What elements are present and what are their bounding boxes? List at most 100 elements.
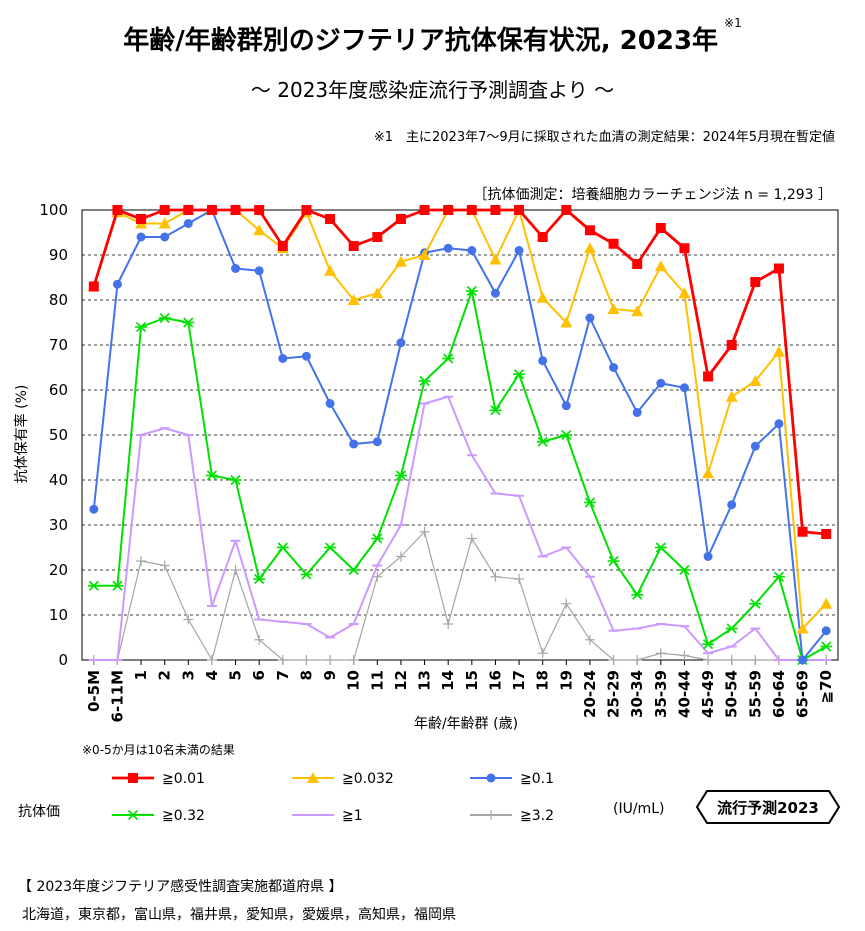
data-point <box>702 467 715 479</box>
x-tick-label: 1 <box>132 670 150 680</box>
data-point <box>135 321 148 333</box>
legend-label: ≧0.32 <box>162 808 205 824</box>
x-tick-label: 2 <box>156 670 174 680</box>
data-point <box>301 655 312 665</box>
data-point <box>561 205 572 215</box>
data-point <box>301 351 311 361</box>
data-point <box>112 279 122 289</box>
data-point <box>725 390 738 402</box>
footnote: ※1 主に2023年7～9月に採取された血清の測定結果：2024年5月現在暫定値 <box>373 130 835 145</box>
data-point <box>631 305 644 317</box>
data-point <box>206 655 217 665</box>
data-point <box>561 598 572 609</box>
data-point <box>727 500 737 510</box>
x-tick-label: 18 <box>534 670 552 691</box>
data-point <box>371 287 384 299</box>
data-point <box>349 439 359 449</box>
data-point <box>111 580 124 591</box>
x-tick-label: 12 <box>392 670 410 691</box>
x-tick-label: 16 <box>486 670 504 691</box>
data-point <box>679 383 689 393</box>
data-point <box>442 353 455 364</box>
data-point <box>230 565 241 575</box>
y-tick-label: 10 <box>49 606 68 624</box>
data-point <box>348 655 359 665</box>
x-tick-label: 3 <box>179 670 197 680</box>
y-tick-label: 40 <box>49 471 68 489</box>
data-point <box>749 598 762 609</box>
data-point <box>797 526 808 537</box>
data-point <box>347 294 360 305</box>
data-point <box>158 217 171 229</box>
legend-item: ≧0.32 <box>112 808 205 824</box>
data-point <box>206 205 217 215</box>
data-point <box>702 639 715 650</box>
prefectures-title: 【 2023年度ジフテリア感受性調査実施都道府県 】 <box>18 879 343 895</box>
legend-label: ≧0.01 <box>162 771 205 787</box>
data-point <box>679 650 690 661</box>
data-point <box>609 363 619 372</box>
data-point <box>607 303 620 314</box>
legend-swatch-marker <box>127 809 139 821</box>
data-point <box>583 497 596 508</box>
y-tick-label: 90 <box>49 246 68 264</box>
data-point <box>489 405 502 416</box>
data-point <box>160 232 170 242</box>
y-tick-label: 100 <box>39 201 68 219</box>
data-point <box>419 205 430 215</box>
method-note: ［抗体価測定：培養細胞カラーチェンジ法 n = 1,293 ］ <box>473 187 832 203</box>
data-point <box>229 474 242 486</box>
legend-item: ≧0.01 <box>112 771 205 787</box>
data-point <box>443 205 454 215</box>
data-point <box>514 246 524 255</box>
data-point <box>325 214 336 224</box>
series-≧0.1 <box>89 205 831 665</box>
chart-title: 年齢/年齢群別のジフテリア抗体保有状況, 2023年※1 <box>123 16 742 56</box>
series-≧0.032 <box>87 204 833 634</box>
data-point <box>514 205 525 215</box>
data-point <box>325 655 336 665</box>
y-tick-label: 80 <box>49 291 68 309</box>
data-point <box>750 441 760 451</box>
x-tick-label: 4 <box>203 670 221 680</box>
data-point <box>632 259 643 269</box>
data-point <box>632 408 642 417</box>
legend-swatch-marker <box>128 773 138 783</box>
data-point <box>158 312 171 324</box>
data-point <box>655 648 666 659</box>
data-point <box>749 375 762 386</box>
x-tick-label: 35-39 <box>652 670 670 718</box>
data-point <box>277 241 288 251</box>
data-point <box>490 571 501 582</box>
data-point <box>324 264 337 276</box>
data-point <box>183 614 194 625</box>
data-point <box>678 564 691 576</box>
units-label: (IU/mL) <box>613 801 665 817</box>
x-tick-label: 65-69 <box>794 670 812 718</box>
y-tick-label: 50 <box>49 426 68 444</box>
x-tick-label: 14 <box>439 670 457 691</box>
data-point <box>136 556 147 566</box>
legend-label: ≧3.2 <box>520 808 554 824</box>
data-point <box>253 573 266 585</box>
data-point <box>608 655 619 665</box>
data-point <box>654 542 667 553</box>
data-point <box>654 260 667 272</box>
data-point <box>774 419 784 429</box>
series-line <box>93 290 827 661</box>
data-point <box>514 574 525 584</box>
legend-label: ≧1 <box>342 808 363 824</box>
x-tick-label: 20-24 <box>581 670 599 718</box>
data-point <box>205 470 218 481</box>
data-point <box>632 655 643 665</box>
age-note: ※0-5か月は10名未満の結果 <box>82 743 235 757</box>
x-tick-label: 8 <box>297 670 315 680</box>
data-point <box>372 232 383 242</box>
data-point <box>325 399 335 408</box>
data-point <box>371 533 384 544</box>
data-point <box>372 437 382 447</box>
data-point <box>584 225 595 236</box>
chart-subtitle: ～ 2023年度感染症流行予測調査より ～ <box>250 78 615 102</box>
data-point <box>490 288 500 298</box>
